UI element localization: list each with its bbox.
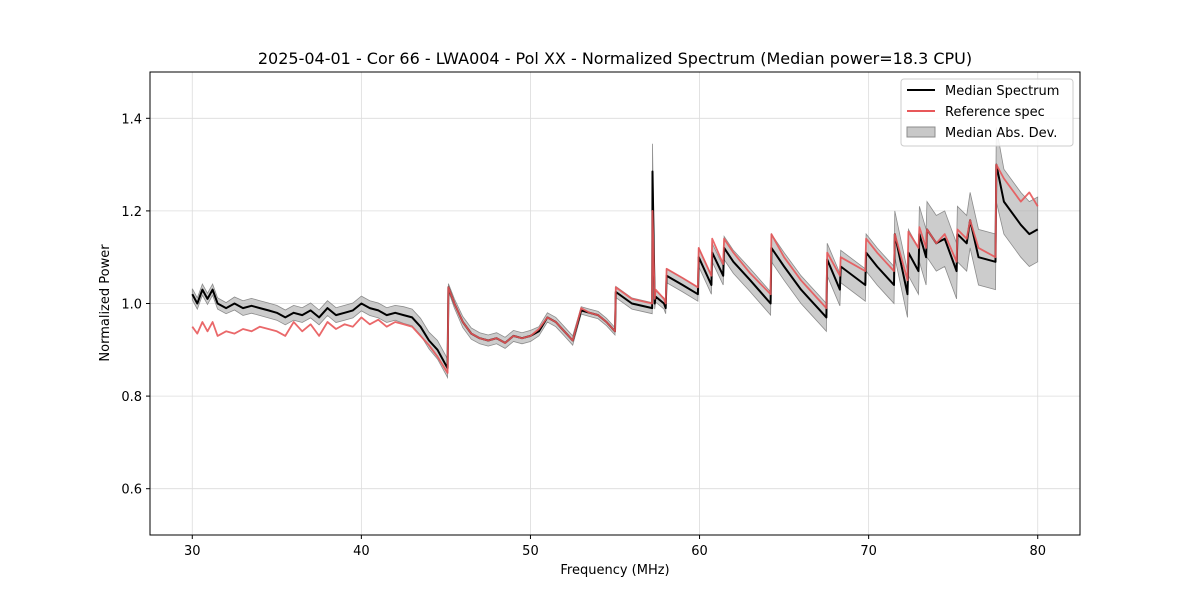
legend: Median Spectrum Reference spec Median Ab… bbox=[900, 78, 1074, 147]
y-tick-label: 1.0 bbox=[121, 298, 142, 313]
x-tick-label: 80 bbox=[1029, 544, 1046, 559]
legend-box bbox=[900, 78, 1074, 147]
y-tick-label: 1.4 bbox=[121, 112, 142, 127]
reference-spectrum-line bbox=[191, 163, 1039, 374]
legend-reference-label: Reference spec bbox=[945, 105, 1045, 120]
x-tick-label: 30 bbox=[184, 544, 201, 559]
chart-title: 2025-04-01 - Cor 66 - LWA004 - Pol XX - … bbox=[258, 49, 972, 68]
y-tick-label: 0.8 bbox=[121, 390, 142, 405]
legend-mad-swatch bbox=[906, 126, 936, 138]
legend-mad-label: Median Abs. Dev. bbox=[945, 126, 1057, 141]
legend-median-label: Median Spectrum bbox=[945, 84, 1059, 99]
x-tick-label: 50 bbox=[522, 544, 539, 559]
y-axis-ticks: 0.6 0.8 1.0 1.2 1.4 bbox=[121, 112, 150, 498]
x-axis-ticks: 30 40 50 60 70 80 bbox=[184, 535, 1046, 559]
x-tick-label: 70 bbox=[860, 544, 877, 559]
plot-area bbox=[191, 127, 1039, 380]
y-tick-label: 0.6 bbox=[121, 483, 142, 498]
y-axis-label: Normalized Power bbox=[98, 244, 113, 362]
x-tick-label: 40 bbox=[353, 544, 370, 559]
y-tick-label: 1.2 bbox=[121, 205, 142, 220]
x-axis-label: Frequency (MHz) bbox=[560, 563, 669, 578]
x-tick-label: 60 bbox=[691, 544, 708, 559]
